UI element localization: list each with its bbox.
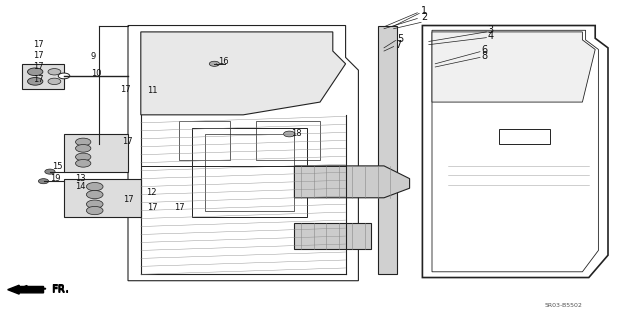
Circle shape <box>48 78 61 85</box>
Text: 19: 19 <box>50 174 60 183</box>
Circle shape <box>209 61 220 66</box>
Text: 17: 17 <box>33 51 44 60</box>
Polygon shape <box>294 223 371 249</box>
Text: 17: 17 <box>33 75 44 84</box>
Text: 11: 11 <box>147 86 157 95</box>
Text: 17: 17 <box>33 63 44 71</box>
Text: 5: 5 <box>397 34 403 44</box>
Circle shape <box>28 68 43 76</box>
Text: 17: 17 <box>174 204 185 212</box>
Bar <box>499 129 550 144</box>
Text: 6: 6 <box>481 45 488 55</box>
Circle shape <box>76 138 91 146</box>
Text: 17: 17 <box>123 195 134 204</box>
Circle shape <box>58 73 70 79</box>
Bar <box>179 121 230 160</box>
Circle shape <box>76 153 91 161</box>
Text: 13: 13 <box>76 174 86 183</box>
Polygon shape <box>432 32 595 102</box>
Polygon shape <box>141 32 346 115</box>
Circle shape <box>38 179 49 184</box>
Text: 14: 14 <box>76 182 86 191</box>
Polygon shape <box>294 166 410 198</box>
Circle shape <box>48 69 61 75</box>
Circle shape <box>45 169 55 174</box>
Circle shape <box>86 190 103 199</box>
Text: 17: 17 <box>120 85 131 94</box>
Circle shape <box>76 160 91 167</box>
Circle shape <box>86 206 103 215</box>
Polygon shape <box>64 134 128 172</box>
Circle shape <box>86 182 103 191</box>
Text: 10: 10 <box>91 69 101 78</box>
Text: 2: 2 <box>421 12 428 22</box>
Text: 17: 17 <box>33 40 44 48</box>
Text: 1: 1 <box>421 6 428 16</box>
Polygon shape <box>22 64 64 89</box>
Bar <box>205 134 294 211</box>
Text: 15: 15 <box>52 162 63 171</box>
Text: 17: 17 <box>147 204 158 212</box>
Polygon shape <box>378 26 397 274</box>
Text: FR.: FR. <box>51 284 69 294</box>
Circle shape <box>86 200 103 208</box>
Bar <box>192 128 307 217</box>
Polygon shape <box>64 179 141 217</box>
Text: 5R03-B5502: 5R03-B5502 <box>544 303 582 308</box>
Bar <box>256 121 320 160</box>
Text: 9: 9 <box>91 52 96 61</box>
Text: 8: 8 <box>481 51 488 61</box>
Text: 17: 17 <box>122 137 132 146</box>
Circle shape <box>284 131 295 137</box>
Text: 12: 12 <box>146 189 156 197</box>
Text: 16: 16 <box>218 57 228 66</box>
Text: 18: 18 <box>291 129 302 137</box>
FancyArrow shape <box>8 285 44 294</box>
Text: 3: 3 <box>488 25 494 35</box>
Circle shape <box>76 145 91 152</box>
Text: FR.: FR. <box>51 285 69 295</box>
Text: 4: 4 <box>488 31 494 41</box>
Circle shape <box>28 78 43 85</box>
Text: 7: 7 <box>396 40 402 50</box>
